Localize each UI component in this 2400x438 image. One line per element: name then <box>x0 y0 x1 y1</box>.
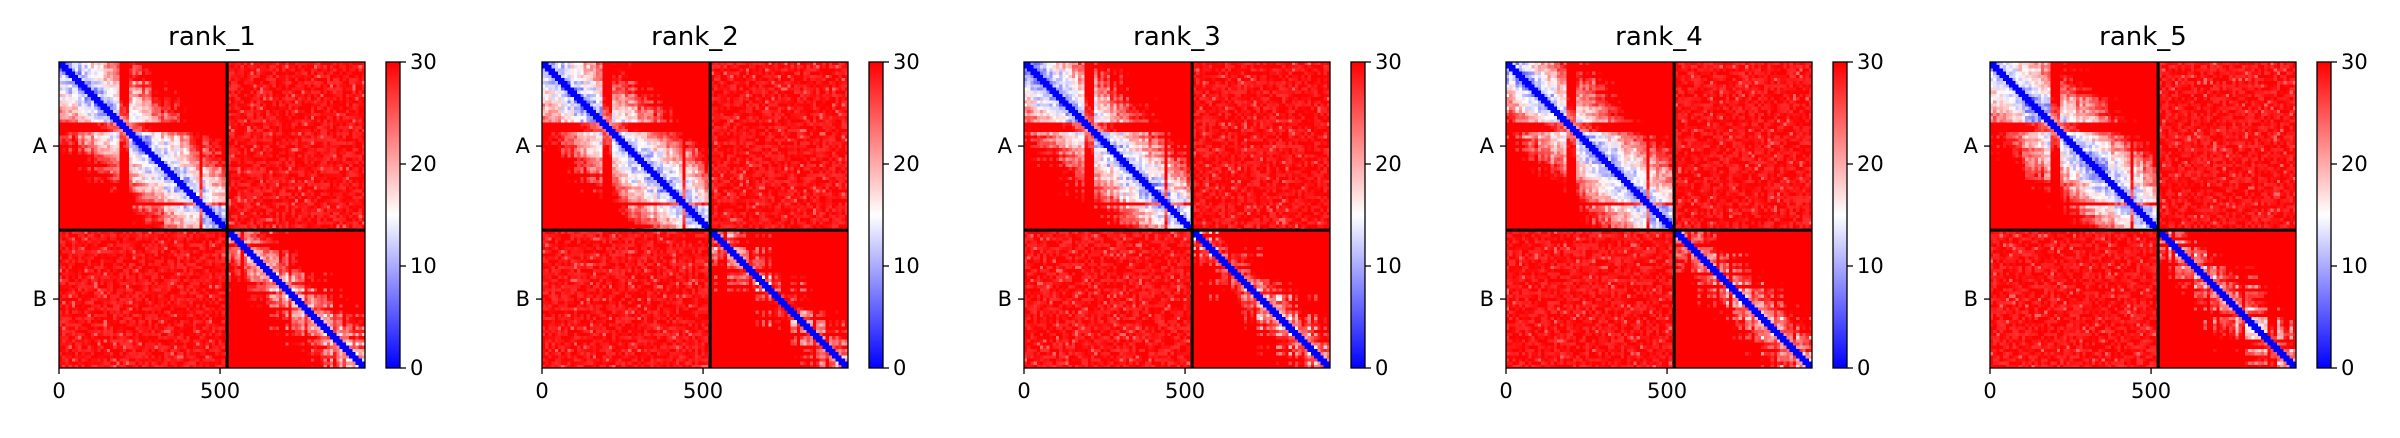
colorbar-tick-label: 10 <box>2341 254 2368 278</box>
x-tick-label: 0 <box>1499 379 1512 403</box>
pae-heatmap <box>1506 62 1812 368</box>
x-tick-label: 0 <box>1983 379 1996 403</box>
colorbar-tick-label: 30 <box>1375 50 1402 74</box>
x-tick-label: 0 <box>1017 379 1030 403</box>
panel-title: rank_3 <box>1133 22 1221 52</box>
colorbar <box>1832 61 1848 369</box>
y-tick-label: B <box>1480 287 1494 311</box>
x-tick-label: 500 <box>2131 379 2171 403</box>
y-tick-label: B <box>1964 287 1978 311</box>
colorbar-tick-label: 0 <box>1857 356 1870 380</box>
y-tick-label: B <box>516 287 530 311</box>
colorbar <box>1350 61 1366 369</box>
x-tick-label: 0 <box>535 379 548 403</box>
colorbar-tick-label: 10 <box>1857 254 1884 278</box>
heatmap-frame <box>1505 61 1813 369</box>
colorbar-tick-label: 0 <box>410 356 423 380</box>
heatmap-panel: rank_4 0 500 A B 0 10 20 30 <box>1480 22 1884 403</box>
y-tick-label: B <box>998 287 1012 311</box>
y-tick-label: A <box>1480 134 1495 158</box>
panel-title: rank_5 <box>2099 22 2187 52</box>
colorbar-tick-label: 20 <box>1375 152 1402 176</box>
pae-heatmap <box>542 62 848 368</box>
x-tick-label: 0 <box>52 379 65 403</box>
pae-heatmap <box>1990 62 2296 368</box>
colorbar-tick-label: 20 <box>1857 152 1884 176</box>
colorbar <box>868 61 884 369</box>
colorbar-tick-label: 10 <box>1375 254 1402 278</box>
heatmap-frame <box>541 61 849 369</box>
colorbar-tick-label: 20 <box>410 152 437 176</box>
colorbar-tick-label: 0 <box>893 356 906 380</box>
y-tick-label: A <box>998 134 1013 158</box>
colorbar-tick-label: 30 <box>893 50 920 74</box>
y-tick-label: A <box>516 134 531 158</box>
colorbar-tick-label: 10 <box>410 254 437 278</box>
x-tick-label: 500 <box>1647 379 1687 403</box>
panel-title: rank_4 <box>1615 22 1703 52</box>
colorbar-tick-label: 0 <box>2341 356 2354 380</box>
colorbar-tick-label: 30 <box>410 50 437 74</box>
pae-heatmap <box>1024 62 1330 368</box>
heatmap-panel: rank_2 0 500 A B 0 10 20 30 <box>516 22 920 403</box>
colorbar-tick-label: 20 <box>2341 152 2368 176</box>
y-tick-label: B <box>33 287 47 311</box>
heatmap-panel: rank_1 0 500 A B 0 10 20 30 <box>33 22 437 403</box>
panel-title: rank_2 <box>651 22 739 52</box>
colorbar <box>2316 61 2332 369</box>
colorbar-tick-label: 20 <box>893 152 920 176</box>
heatmap-panel: rank_3 0 500 A B 0 10 20 30 <box>998 22 1402 403</box>
x-tick-label: 500 <box>200 379 240 403</box>
colorbar-tick-label: 30 <box>2341 50 2368 74</box>
x-tick-label: 500 <box>683 379 723 403</box>
x-tick-label: 500 <box>1165 379 1205 403</box>
colorbar-tick-label: 30 <box>1857 50 1884 74</box>
y-tick-label: A <box>33 134 48 158</box>
panel-title: rank_1 <box>168 22 256 52</box>
heatmap-panel: rank_5 0 500 A B 0 10 20 30 <box>1964 22 2368 403</box>
heatmap-frame <box>1989 61 2297 369</box>
heatmap-frame <box>1023 61 1331 369</box>
y-tick-label: A <box>1964 134 1979 158</box>
colorbar-tick-label: 10 <box>893 254 920 278</box>
heatmap-frame <box>58 61 366 369</box>
colorbar <box>385 61 401 369</box>
pae-heatmap <box>59 62 365 368</box>
colorbar-tick-label: 0 <box>1375 356 1388 380</box>
